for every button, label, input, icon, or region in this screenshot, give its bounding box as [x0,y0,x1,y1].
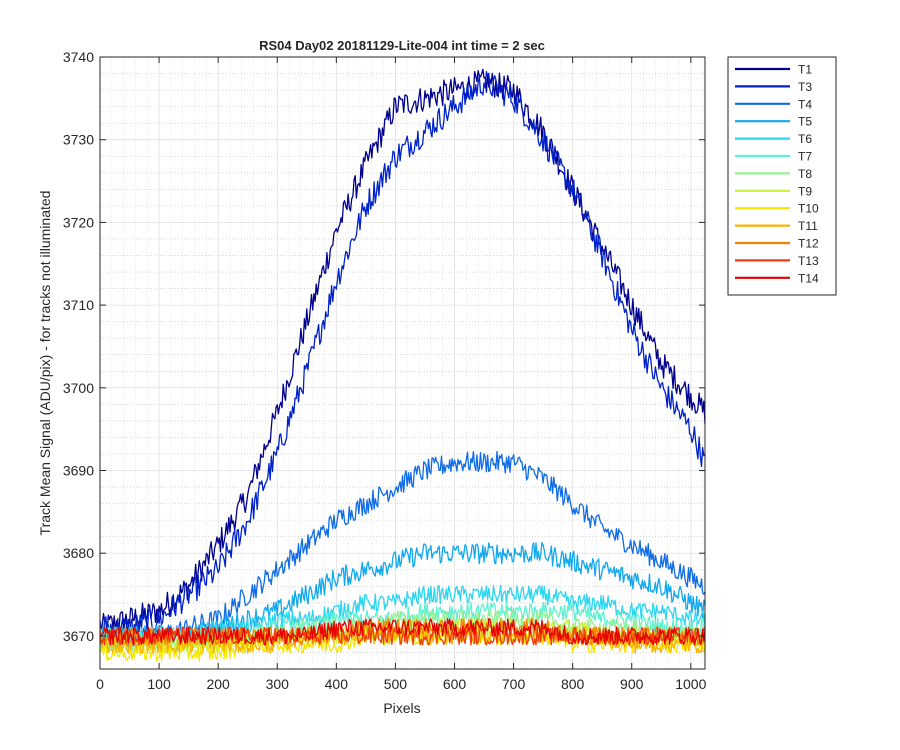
y-tick-label: 3690 [63,463,94,479]
y-tick-label: 3720 [63,214,94,230]
legend-label-t10: T10 [798,202,819,216]
y-axis-ticks: 3670 3680 3690 3700 3710 3720 3730 3740 [63,49,705,644]
x-tick-label: 700 [502,676,526,692]
x-axis-ticks: 0 100 200 300 400 500 600 700 800 900 1000 [96,57,707,692]
x-tick-label: 0 [96,676,104,692]
x-tick-label: 600 [443,676,467,692]
legend-label-t7: T7 [798,150,812,164]
series-layer [99,68,706,663]
x-axis-label: Pixels [383,700,420,716]
plot-area-border [99,56,706,670]
y-axis-label: Track Mean Signal (ADU/pix) - for tracks… [37,191,53,536]
legend-label-t4: T4 [798,97,812,111]
x-tick-label: 900 [620,676,644,692]
chart-title: RS04 Day02 20181129-Lite-004 int time = … [259,38,545,53]
legend-label-t9: T9 [798,184,812,198]
series-line-t6 [99,584,706,646]
series-line-t14 [99,618,706,646]
series-line-t3 [99,70,706,641]
series-line-t7 [99,601,706,646]
x-tick-label: 400 [325,676,349,692]
x-tick-label: 1000 [675,676,706,692]
x-tick-label: 100 [147,676,171,692]
legend-label-t6: T6 [798,132,812,146]
y-tick-label: 3680 [63,545,94,561]
legend-label-t3: T3 [798,80,812,94]
x-tick-label: 500 [384,676,408,692]
y-tick-label: 3740 [63,49,94,65]
legend-label-t1: T1 [798,63,812,77]
y-tick-label: 3700 [63,380,94,396]
y-tick-label: 3730 [63,132,94,148]
legend-box [727,56,837,296]
x-tick-label: 300 [266,676,290,692]
legend: T1 T3 T4 T5 T6 T7 T8 T9 T10 T11 T12 T13 T14 [727,56,837,296]
x-tick-label: 800 [561,676,585,692]
legend-label-t11: T11 [798,219,818,233]
series-line-t4 [99,450,706,648]
y-tick-label: 3710 [63,297,94,313]
x-tick-label: 200 [206,676,230,692]
y-tick-label: 3670 [63,628,94,644]
legend-label-t12: T12 [798,237,819,251]
legend-label-t14: T14 [798,271,819,285]
legend-label-t13: T13 [798,254,819,268]
legend-label-t5: T5 [798,115,812,129]
legend-label-t8: T8 [798,167,812,181]
